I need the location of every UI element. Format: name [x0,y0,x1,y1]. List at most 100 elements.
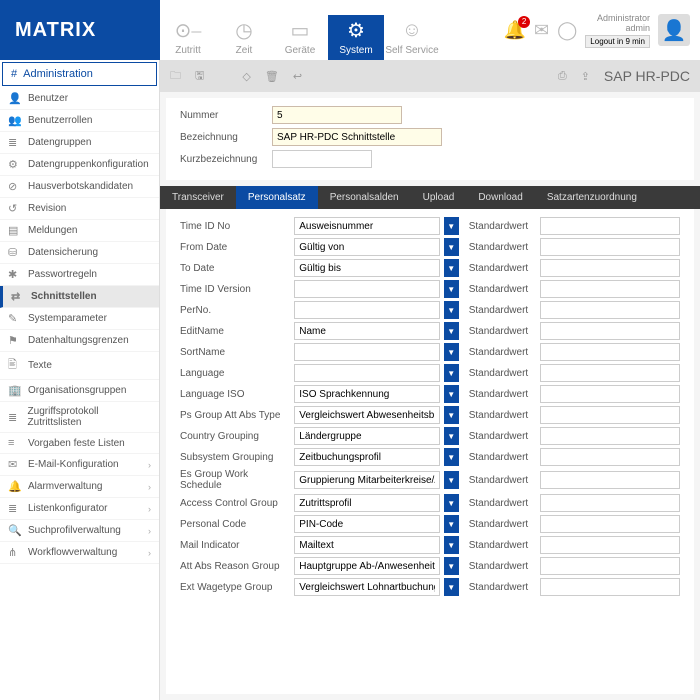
standard-input[interactable] [540,301,680,319]
field-input[interactable] [294,494,440,512]
field-input[interactable] [294,578,440,596]
standard-input[interactable] [540,343,680,361]
tab-download[interactable]: Download [466,186,534,209]
standard-input[interactable] [540,494,680,512]
nav-self-service[interactable]: ☺Self Service [384,15,440,60]
field-input[interactable] [294,280,440,298]
help-icon[interactable]: ◯ [557,20,577,41]
standard-input[interactable] [540,557,680,575]
sidebar-item-e-mail-konfiguration[interactable]: ✉E-Mail-Konfiguration› [0,454,159,476]
field-input[interactable] [294,343,440,361]
standard-input[interactable] [540,448,680,466]
dropdown-icon[interactable]: ▼ [444,427,459,445]
dropdown-icon[interactable]: ▼ [444,557,459,575]
nav-geräte[interactable]: ▭Geräte [272,15,328,60]
standard-input[interactable] [540,515,680,533]
sidebar-item-listenkonfigurator[interactable]: ≣Listenkonfigurator› [0,498,159,520]
tab-satzartenzuordnung[interactable]: Satzartenzuordnung [535,186,649,209]
dropdown-icon[interactable]: ▼ [444,364,459,382]
nav-zeit[interactable]: ◷Zeit [216,15,272,60]
field-input[interactable] [294,471,440,489]
sidebar-item-alarmverwaltung[interactable]: 🔔Alarmverwaltung› [0,476,159,498]
field-input[interactable] [294,385,440,403]
nav-system[interactable]: ⚙System [328,15,384,60]
sidebar-item-revision[interactable]: ↺Revision [0,198,159,220]
dropdown-icon[interactable]: ▼ [444,578,459,596]
delete-icon[interactable]: 🗑 [265,70,279,83]
field-input[interactable] [294,448,440,466]
sidebar-item-meldungen[interactable]: ▤Meldungen [0,220,159,242]
field-input[interactable] [294,217,440,235]
dropdown-icon[interactable]: ▼ [444,238,459,256]
standard-input[interactable] [540,385,680,403]
dropdown-icon[interactable]: ▼ [444,322,459,340]
standard-input[interactable] [540,217,680,235]
field-input[interactable] [294,427,440,445]
field-input[interactable] [294,301,440,319]
dropdown-icon[interactable]: ▼ [444,385,459,403]
nummer-input[interactable] [272,106,402,124]
sidebar-item-suchprofilverwaltung[interactable]: 🔍Suchprofilverwaltung› [0,520,159,542]
bezeichnung-input[interactable] [272,128,442,146]
field-input[interactable] [294,259,440,277]
avatar[interactable]: 👤 [658,14,690,46]
field-input[interactable] [294,515,440,533]
field-input[interactable] [294,536,440,554]
standard-input[interactable] [540,471,680,489]
dropdown-icon[interactable]: ▼ [444,448,459,466]
field-input[interactable] [294,238,440,256]
sidebar-item-vorgaben-feste-listen[interactable]: ≡Vorgaben feste Listen [0,433,159,454]
sidebar-item-zugriffsprotokoll-zutrittslisten[interactable]: ≣Zugriffsprotokoll Zutrittslisten [0,402,159,433]
dropdown-icon[interactable]: ▼ [444,536,459,554]
folder-icon[interactable]: 🗀 [170,67,181,86]
field-input[interactable] [294,322,440,340]
erase-icon[interactable]: ◇ [242,70,250,83]
notification-bell-icon[interactable]: 🔔2 [504,20,526,41]
sidebar-item-systemparameter[interactable]: ✎Systemparameter [0,308,159,330]
dropdown-icon[interactable]: ▼ [444,471,459,489]
sidebar-item-datengruppenkonfiguration[interactable]: ⚙Datengruppenkonfiguration [0,154,159,176]
standard-input[interactable] [540,322,680,340]
sidebar-item-organisationsgruppen[interactable]: 🏢Organisationsgruppen [0,380,159,402]
sidebar-item-benutzer[interactable]: 👤Benutzer [0,88,159,110]
standard-input[interactable] [540,406,680,424]
tab-personalsatz[interactable]: Personalsatz [236,186,318,209]
standard-input[interactable] [540,280,680,298]
sidebar-item-passwortregeln[interactable]: ✱Passwortregeln [0,264,159,286]
share-icon[interactable]: ⇪ [581,70,590,83]
dropdown-icon[interactable]: ▼ [444,406,459,424]
field-input[interactable] [294,406,440,424]
dropdown-icon[interactable]: ▼ [444,217,459,235]
sidebar-item-datenhaltungsgrenzen[interactable]: ⚑Datenhaltungsgrenzen [0,330,159,352]
sidebar-item-workflowverwaltung[interactable]: ⋔Workflowverwaltung› [0,542,159,564]
tab-personalsalden[interactable]: Personalsalden [318,186,411,209]
dropdown-icon[interactable]: ▼ [444,494,459,512]
dropdown-icon[interactable]: ▼ [444,343,459,361]
dropdown-icon[interactable]: ▼ [444,301,459,319]
undo-icon[interactable]: ↩ [293,70,302,83]
sidebar-item-datensicherung[interactable]: ⛁Datensicherung [0,242,159,264]
sidebar-item-benutzerrollen[interactable]: 👥Benutzerrollen [0,110,159,132]
tab-transceiver[interactable]: Transceiver [160,186,236,209]
print-icon[interactable]: ⎙ [558,70,567,83]
field-input[interactable] [294,557,440,575]
field-input[interactable] [294,364,440,382]
sidebar-item-schnittstellen[interactable]: ⇄Schnittstellen [0,286,159,308]
standard-input[interactable] [540,238,680,256]
tab-upload[interactable]: Upload [411,186,467,209]
standard-input[interactable] [540,536,680,554]
nav-zutritt[interactable]: ⊙⎯Zutritt [160,15,216,60]
mail-icon[interactable]: ✉ [534,20,549,41]
dropdown-icon[interactable]: ▼ [444,259,459,277]
standard-input[interactable] [540,427,680,445]
standard-input[interactable] [540,578,680,596]
logout-button[interactable]: Logout in 9 min [585,35,650,48]
standard-input[interactable] [540,364,680,382]
standard-input[interactable] [540,259,680,277]
dropdown-icon[interactable]: ▼ [444,280,459,298]
dropdown-icon[interactable]: ▼ [444,515,459,533]
sidebar-item-hausverbotskandidaten[interactable]: ⊘Hausverbotskandidaten [0,176,159,198]
sidebar-item-texte[interactable]: 🖹Texte [0,352,159,380]
kurz-input[interactable] [272,150,372,168]
sidebar-header[interactable]: # Administration [2,62,157,86]
